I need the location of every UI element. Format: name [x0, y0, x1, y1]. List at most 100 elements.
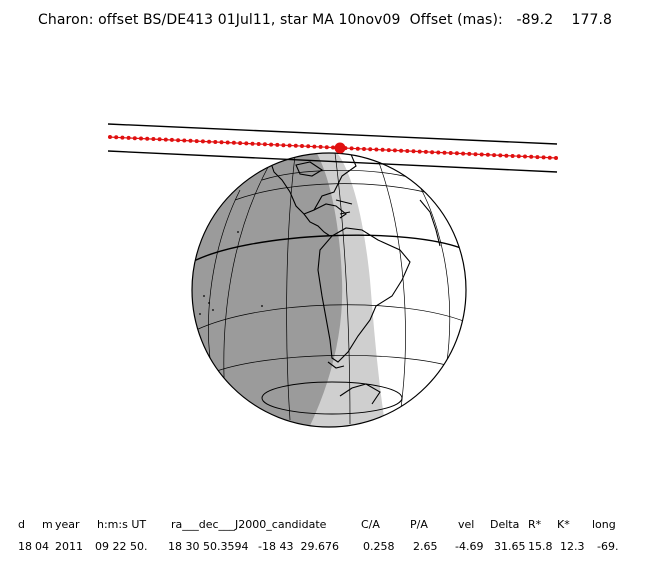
col-vel: vel — [458, 518, 475, 531]
polar-circle — [261, 381, 403, 415]
track-dot — [436, 150, 441, 155]
islands — [199, 231, 263, 315]
track-dot — [163, 137, 168, 142]
track-dot — [219, 140, 224, 145]
track-dot — [430, 150, 435, 155]
track-dot — [318, 144, 323, 149]
track-dot — [368, 147, 373, 152]
val-ca: 0.258 — [363, 540, 395, 553]
offset-y-value: 177.8 — [571, 12, 613, 28]
track-dot — [275, 142, 280, 147]
col-m: m — [42, 518, 53, 531]
track-dots — [108, 135, 558, 160]
track-dot — [454, 151, 459, 156]
track-dot — [132, 136, 137, 141]
coastlines — [269, 153, 441, 405]
track-dot — [405, 149, 410, 153]
track-dot — [306, 144, 311, 149]
track-dot — [331, 145, 335, 150]
track-dot — [238, 141, 243, 146]
val-kstar: 12.3 — [560, 540, 585, 553]
shadow-south-limit — [107, 150, 558, 173]
track-dot — [399, 148, 404, 153]
track-dot — [492, 153, 497, 158]
track-dot — [213, 140, 218, 144]
track-dot — [374, 147, 379, 152]
track-dot — [300, 144, 304, 148]
track-dot — [535, 155, 540, 160]
val-dec: -18 43 29.676 — [258, 540, 339, 553]
col-ca: C/A — [361, 518, 380, 531]
val-delta: 31.65 — [494, 540, 526, 553]
col-kstar: K* — [557, 518, 570, 531]
val-year: 2011 — [55, 540, 83, 553]
track-dot — [349, 146, 354, 151]
table-values: 18 04 2011 09 22 50. 18 30 50.3594 -18 4… — [0, 540, 646, 556]
track-dot — [392, 148, 397, 153]
val-pa: 2.65 — [413, 540, 438, 553]
track-dot — [423, 149, 428, 154]
col-hms: h:m:s UT — [97, 518, 147, 531]
val-hms: 09 22 50. — [95, 540, 148, 553]
track-dot — [250, 141, 255, 146]
track-dot — [269, 142, 274, 147]
track-dot — [467, 151, 472, 156]
track-dot — [244, 141, 249, 146]
track-dot — [355, 146, 360, 151]
track-dot — [324, 145, 329, 150]
plot-title: Charon: offset BS/DE413 01Jul11, star MA… — [38, 12, 612, 28]
track-dot — [287, 143, 292, 148]
track-dot — [176, 138, 181, 143]
track-dot — [157, 137, 162, 142]
track-dot — [510, 154, 515, 158]
track-dot — [145, 136, 150, 141]
track-dot — [207, 139, 212, 144]
night-side — [192, 153, 343, 427]
track-dot — [151, 137, 156, 141]
track-dot — [281, 143, 286, 148]
closest-approach-marker — [334, 142, 346, 154]
track-dot — [479, 152, 484, 157]
val-long: -69. — [597, 540, 619, 553]
col-long: long — [592, 518, 616, 531]
track-dot — [293, 143, 298, 148]
val-rstar: 15.8 — [528, 540, 553, 553]
track-dot — [188, 138, 193, 143]
table-header: d m year h:m:s UT ra___dec___J2000_candi… — [0, 518, 646, 534]
track-dot — [114, 135, 119, 140]
track-dot — [442, 150, 447, 155]
track-dot — [461, 151, 466, 156]
track-dot — [547, 155, 552, 160]
val-vel: -4.69 — [455, 540, 484, 553]
track-dot — [448, 151, 453, 155]
title-text: Charon: offset BS/DE413 01Jul11, star MA… — [38, 12, 503, 28]
track-dot — [169, 137, 174, 142]
track-dot — [120, 135, 125, 140]
track-dot — [231, 140, 236, 145]
track-dot — [417, 149, 422, 154]
track-dot — [473, 152, 478, 157]
track-dot — [529, 154, 534, 159]
track-dot — [194, 139, 199, 144]
val-m: 04 — [35, 540, 49, 553]
val-ra: 18 30 50.3594 — [168, 540, 249, 553]
track-dot — [200, 139, 205, 144]
track-dot — [541, 155, 546, 160]
track-dot — [504, 153, 509, 158]
col-year: year — [55, 518, 80, 531]
track-dot — [523, 154, 527, 159]
val-d: 18 — [18, 540, 32, 553]
track-dot — [411, 149, 416, 154]
track-dot — [312, 144, 317, 149]
col-rstar: R* — [528, 518, 542, 531]
col-radec: ra___dec___J2000_candidate — [171, 518, 327, 531]
track-dot — [256, 142, 261, 146]
track-dot — [498, 153, 503, 158]
globe-disk — [192, 153, 466, 427]
track-dot — [516, 154, 521, 159]
col-pa: P/A — [410, 518, 428, 531]
track-dot — [225, 140, 230, 145]
track-dot — [108, 135, 112, 139]
track-dot — [262, 142, 267, 147]
